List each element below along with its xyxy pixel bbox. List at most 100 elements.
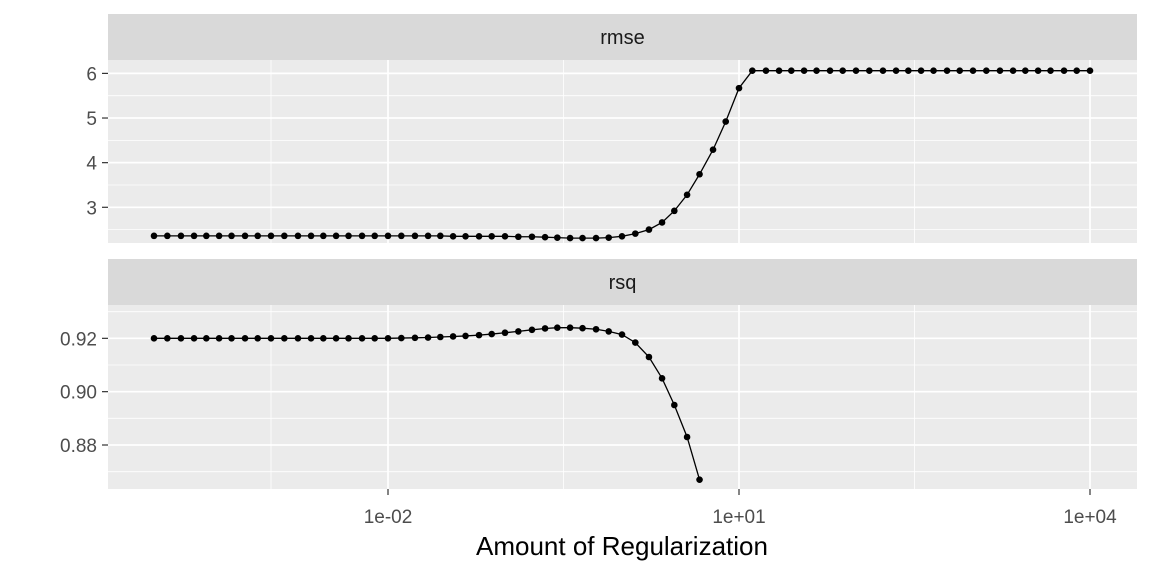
- data-point: [632, 339, 639, 346]
- data-point: [592, 325, 600, 333]
- panel-background: [108, 60, 1137, 243]
- panel-rsq: rsq 0.88 0.90 0.92: [60, 259, 1137, 489]
- data-point: [905, 67, 912, 75]
- data-point: [150, 335, 158, 342]
- data-point: [332, 335, 340, 342]
- data-point: [320, 232, 327, 240]
- data-point: [501, 329, 509, 337]
- data-point: [892, 67, 900, 75]
- data-point: [645, 226, 653, 233]
- panel-rmse: rmse 3 4 5 6: [86, 14, 1137, 243]
- data-point: [307, 232, 315, 240]
- data-point: [294, 335, 302, 342]
- data-point: [826, 67, 834, 75]
- data-point: [566, 324, 574, 331]
- data-point: [813, 67, 820, 75]
- data-point: [267, 335, 275, 342]
- data-point: [515, 328, 522, 335]
- facet-strip: [108, 259, 1137, 305]
- data-point: [671, 207, 678, 215]
- data-point: [996, 67, 1004, 75]
- data-point: [332, 232, 340, 240]
- data-point: [735, 84, 743, 92]
- series-group: [150, 67, 1094, 242]
- data-point: [515, 233, 522, 241]
- data-point: [501, 233, 509, 240]
- data-point: [254, 232, 262, 240]
- data-point: [749, 67, 756, 75]
- facet-strip-label: rsq: [609, 272, 637, 294]
- x-tick-label: 1e-02: [364, 507, 413, 528]
- data-point: [645, 353, 653, 361]
- data-point: [437, 232, 444, 240]
- data-point: [398, 334, 405, 342]
- data-point: [762, 67, 770, 75]
- data-point: [345, 335, 352, 342]
- data-point: [358, 335, 366, 342]
- data-point: [345, 232, 352, 240]
- data-point: [879, 67, 887, 75]
- data-point: [358, 232, 366, 240]
- data-point: [177, 335, 185, 342]
- data-point: [592, 234, 600, 242]
- facet-strip: [108, 14, 1137, 60]
- data-point: [462, 233, 469, 240]
- data-point: [618, 233, 626, 240]
- data-point: [566, 234, 574, 242]
- data-point: [696, 170, 703, 178]
- x-axis-title: Amount of Regularization: [476, 531, 768, 561]
- y-tick-label: 0.90: [60, 383, 97, 404]
- data-point: [605, 234, 613, 241]
- data-point: [281, 335, 288, 342]
- y-tick-label: 5: [86, 109, 97, 130]
- data-point: [449, 233, 457, 240]
- data-point: [281, 232, 288, 240]
- data-point: [554, 324, 561, 331]
- data-point: [203, 232, 210, 240]
- data-point: [528, 233, 536, 241]
- data-point: [839, 67, 847, 75]
- data-point: [658, 219, 666, 226]
- data-point: [437, 333, 444, 341]
- data-point: [528, 326, 536, 334]
- data-point: [475, 331, 483, 339]
- data-point: [241, 335, 249, 342]
- data-point: [488, 233, 496, 240]
- y-tick-label: 6: [86, 64, 97, 85]
- data-point: [1060, 67, 1068, 75]
- data-point: [164, 335, 171, 342]
- data-point: [424, 232, 432, 240]
- data-point: [579, 324, 586, 332]
- data-point: [788, 67, 795, 75]
- data-point: [956, 67, 964, 75]
- data-point: [696, 476, 703, 483]
- data-point: [579, 234, 586, 242]
- data-point: [449, 333, 457, 340]
- data-point: [632, 230, 639, 237]
- data-point: [371, 232, 379, 240]
- data-point: [917, 67, 925, 75]
- data-point: [554, 234, 561, 241]
- data-point: [424, 334, 432, 341]
- data-point: [541, 325, 549, 332]
- data-point: [969, 67, 977, 75]
- data-point: [411, 334, 419, 342]
- data-point: [618, 331, 626, 338]
- data-point: [683, 191, 691, 199]
- data-point: [709, 146, 717, 154]
- y-tick-label: 4: [86, 154, 97, 175]
- data-point: [384, 232, 392, 240]
- data-point: [215, 232, 223, 240]
- data-point: [1073, 67, 1081, 75]
- data-point: [930, 67, 937, 75]
- x-tick-label: 1e+01: [712, 507, 765, 528]
- data-point: [164, 232, 171, 240]
- facet-strip-label: rmse: [600, 27, 644, 49]
- data-point: [943, 67, 951, 75]
- x-tick-label: 1e+04: [1063, 507, 1117, 528]
- data-point: [983, 67, 990, 75]
- data-point: [398, 232, 405, 240]
- data-point: [683, 433, 691, 441]
- data-point: [190, 232, 198, 240]
